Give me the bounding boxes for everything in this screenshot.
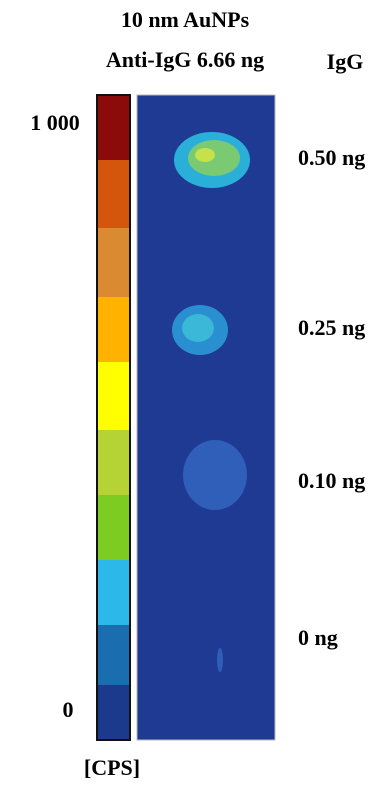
title-line: Anti-IgG 6.66 ng bbox=[106, 47, 264, 72]
column-label: IgG bbox=[327, 49, 364, 74]
scale-unit: [CPS] bbox=[84, 755, 140, 780]
row-label: 0.10 ng bbox=[298, 468, 365, 493]
scale-min: 0 bbox=[63, 697, 74, 722]
row-label: 0.50 ng bbox=[298, 145, 365, 170]
row-label: 0 ng bbox=[298, 625, 338, 650]
figure: 10 nm AuNPs Anti-IgG 6.66 ng IgG 1 000 0… bbox=[0, 0, 390, 787]
row-label: 0.25 ng bbox=[298, 315, 365, 340]
color-bar bbox=[97, 95, 130, 740]
title-line: 10 nm AuNPs bbox=[121, 7, 250, 32]
heatmap bbox=[137, 95, 275, 740]
scale-max: 1 000 bbox=[30, 110, 80, 135]
